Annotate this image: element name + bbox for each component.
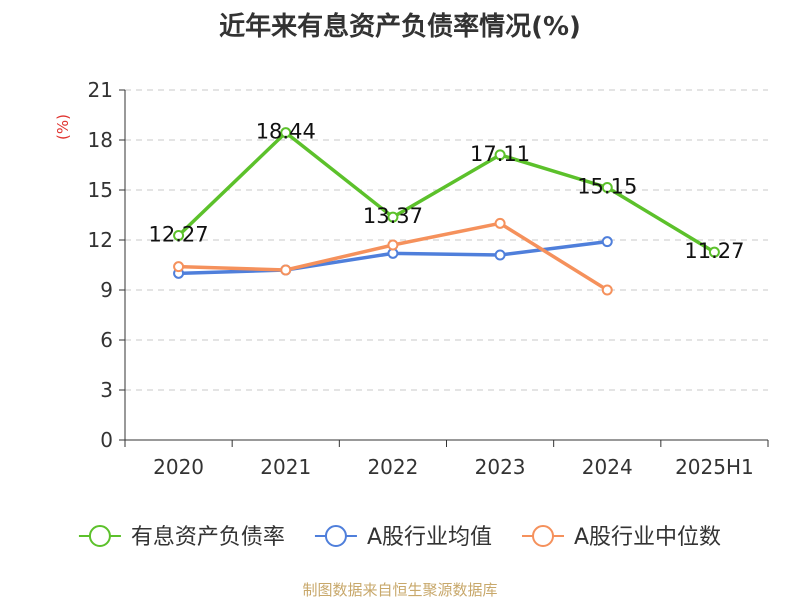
- data-label: 13.37: [363, 204, 423, 228]
- data-point: [173, 261, 185, 273]
- legend-swatch-marker: [324, 525, 347, 547]
- series-lines: [173, 127, 720, 296]
- data-point: [601, 236, 613, 248]
- y-tick-label: 0: [100, 428, 113, 452]
- x-tick-label: 2023: [475, 455, 526, 479]
- legend-label: A股行业均值: [367, 525, 492, 550]
- legend: 有息资产负债率 A股行业均值 A股行业中位数: [78, 525, 721, 550]
- legend-swatch-marker: [532, 525, 555, 547]
- legend-label: 有息资产负债率: [131, 525, 285, 550]
- data-point: [494, 149, 506, 161]
- y-tick-label: 12: [88, 228, 113, 252]
- data-label: 18.44: [256, 120, 316, 144]
- legend-label: A股行业中位数: [574, 525, 721, 550]
- series-line: [177, 130, 716, 254]
- data-point: [601, 182, 613, 193]
- x-tick-label: 2022: [367, 455, 418, 479]
- grid-lines: [125, 89, 768, 391]
- data-label: 15.15: [577, 175, 637, 199]
- x-tick-label: 2024: [582, 455, 633, 479]
- x-tick-label: 2020: [153, 455, 204, 479]
- data-point: [387, 211, 399, 223]
- data-point: [387, 239, 399, 251]
- legend-item: 有息资产负债率: [78, 525, 285, 550]
- legend-item: A股行业均值: [314, 525, 492, 550]
- x-tick-label: 2021: [260, 455, 311, 479]
- data-point: [173, 230, 185, 241]
- data-point: [708, 246, 720, 258]
- data-point: [601, 284, 613, 296]
- y-tick-label: 18: [88, 128, 113, 152]
- data-source-note: 制图数据来自恒生聚源数据库: [302, 581, 498, 599]
- legend-item: A股行业中位数: [522, 525, 721, 550]
- y-tick-label: 15: [88, 178, 113, 202]
- data-point: [494, 217, 506, 229]
- data-label: 17.11: [470, 142, 530, 166]
- y-tick-label: 21: [88, 78, 113, 102]
- x-tick-label: 2025H1: [675, 455, 754, 479]
- data-label: 11.27: [684, 239, 744, 263]
- data-point: [280, 127, 292, 139]
- data-point: [280, 264, 292, 276]
- legend-swatch-marker: [88, 525, 111, 547]
- data-labels: 12.27 18.44 13.37 17.11 15.15 11.27: [149, 120, 745, 263]
- y-tick-label: 3: [100, 378, 113, 402]
- y-tick-label: 6: [100, 328, 113, 352]
- y-axis-label: (%): [54, 114, 72, 140]
- data-label: 12.27: [149, 223, 209, 247]
- chart-title: 近年来有息资产负债率情况(%): [219, 12, 581, 42]
- data-point: [494, 249, 506, 261]
- y-tick-label: 9: [100, 278, 113, 302]
- axes: 0 3 6 9 12 15 18 21 (%) 2020 2021 2022 2023 2024 2025H…: [54, 78, 769, 479]
